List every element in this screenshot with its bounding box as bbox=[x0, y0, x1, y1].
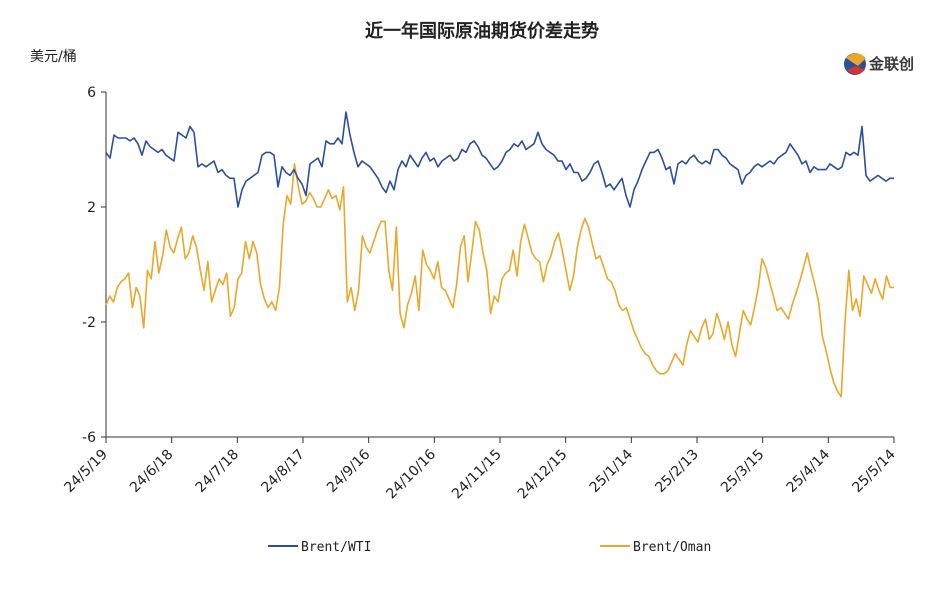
x-tick-label: 24/9/16 bbox=[324, 446, 374, 496]
x-tick-label: 25/4/14 bbox=[784, 446, 834, 496]
x-tick-label: 24/6/18 bbox=[127, 447, 176, 496]
chart-title: 近一年国际原油期货价差走势 bbox=[365, 20, 599, 42]
y-tick-label: -6 bbox=[82, 430, 96, 446]
x-ticks: 24/5/19 24/6/18 24/7/18 24/8/17 24/9/16 24/10… bbox=[61, 437, 899, 502]
y-axis-unit-label: 美元/桶 bbox=[30, 49, 77, 65]
legend: Brent/WTI Brent/Oman bbox=[268, 540, 711, 555]
x-tick-label: 24/10/16 bbox=[383, 446, 439, 502]
x-tick-label: 24/8/17 bbox=[258, 447, 307, 496]
series-line-brent-oman bbox=[105, 163, 894, 398]
legend-item-brent-oman: Brent/Oman bbox=[600, 540, 711, 555]
series-line-brent-wti bbox=[105, 111, 894, 208]
legend-label-brent-wti: Brent/WTI bbox=[301, 540, 371, 555]
y-tick-label: -2 bbox=[82, 315, 96, 331]
y-tick-label: 6 bbox=[87, 85, 96, 101]
x-tick-label: 24/11/15 bbox=[449, 447, 505, 503]
x-tick-label: 25/2/13 bbox=[652, 447, 701, 496]
y-ticks: -6 -2 2 6 bbox=[82, 85, 106, 446]
x-tick-label: 25/5/14 bbox=[849, 446, 899, 496]
x-tick-label: 24/7/18 bbox=[193, 447, 242, 496]
x-tick-label: 25/3/15 bbox=[718, 447, 767, 496]
series-layer bbox=[105, 111, 894, 398]
x-tick-label: 24/12/15 bbox=[515, 447, 571, 503]
legend-item-brent-wti: Brent/WTI bbox=[268, 540, 371, 555]
legend-label-brent-oman: Brent/Oman bbox=[633, 540, 711, 555]
brand-logo: 金联创 bbox=[844, 53, 914, 75]
x-tick-label: 25/1/14 bbox=[587, 446, 637, 496]
brand-logo-text: 金联创 bbox=[868, 55, 914, 73]
y-tick-label: 2 bbox=[87, 200, 96, 216]
x-tick-label: 24/5/19 bbox=[61, 447, 110, 496]
